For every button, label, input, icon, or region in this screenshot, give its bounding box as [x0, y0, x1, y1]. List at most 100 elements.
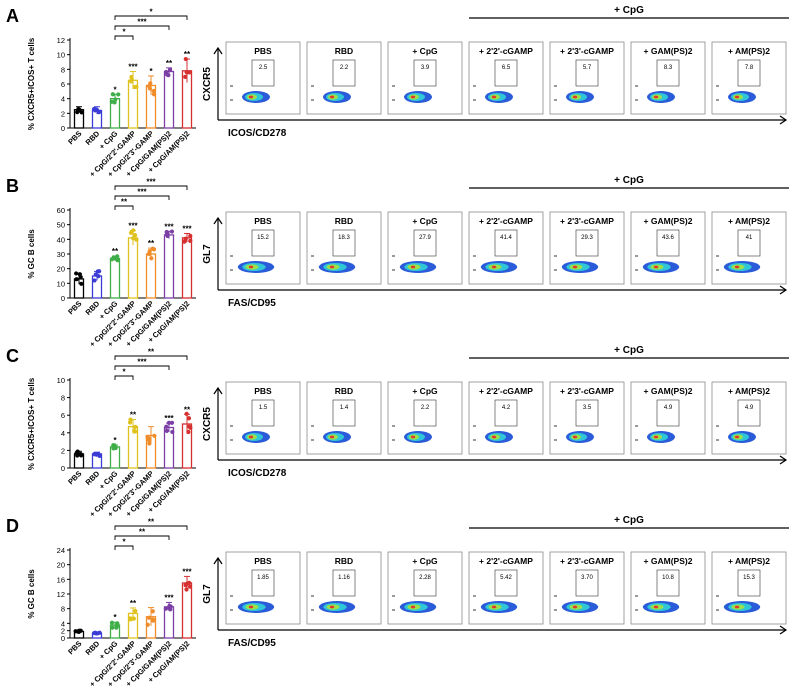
flow-plot-title: + AM(PS)2: [728, 556, 770, 566]
flow-y-arrow: [213, 556, 223, 565]
density-core: [410, 265, 416, 269]
bar-y-tick-label: 40: [57, 235, 65, 244]
bar-y-tick-label: 30: [57, 250, 65, 259]
sig-bracket: [114, 535, 170, 540]
bar-star: ***: [128, 63, 138, 72]
data-point: [133, 429, 138, 434]
bar-star: ***: [164, 593, 174, 602]
bar-5: [163, 234, 175, 299]
flow-x-arrow: [779, 115, 788, 125]
data-point: [110, 625, 115, 630]
gate-value: 2.5: [259, 65, 268, 71]
bar-2: [109, 446, 121, 469]
flow-plot-title: + AM(PS)2: [728, 46, 770, 56]
gate-value: 10.8: [662, 575, 674, 581]
data-point: [129, 616, 134, 621]
gate-box: [413, 569, 437, 597]
bar-category-label: PBS: [66, 129, 83, 146]
bar-y-tick-label: 6: [61, 411, 65, 420]
data-point: [134, 237, 139, 242]
gate-box: [332, 569, 356, 597]
flow-y-arrow: [213, 216, 223, 225]
data-point: [132, 233, 138, 238]
gate-value: 2.28: [419, 575, 431, 581]
data-point: [145, 435, 150, 440]
bar-y-tick-label: 50: [57, 221, 65, 230]
data-point: [92, 278, 97, 283]
gate-value: 5.7: [583, 65, 592, 71]
flow-plot-title: + 2'2'-cGAMP: [479, 216, 533, 226]
gate-box: [332, 229, 356, 257]
bar-star: ***: [164, 222, 174, 231]
panel-d: D% GC B cells024812162024**************P…: [6, 515, 789, 687]
bar-star: **: [112, 247, 119, 256]
flow-y-arrow: [213, 386, 223, 395]
data-point: [77, 272, 82, 277]
data-point: [169, 420, 175, 425]
flow-plot-title: RBD: [335, 216, 353, 226]
bar-star: *: [113, 85, 117, 94]
flow-plot-title: + CpG: [412, 386, 438, 396]
bar-y-tick-label: 2: [61, 109, 65, 118]
flow-plot: + 2'2'-cGAMP 4.2: [468, 381, 544, 455]
data-point: [115, 254, 120, 259]
bar-star: *: [113, 436, 117, 445]
bar-y-tick-label: 12: [57, 36, 65, 45]
flow-plot-frame: [387, 381, 463, 455]
bar-y-tick-label: 8: [61, 605, 65, 614]
gate-box: [332, 59, 356, 87]
sig-label: *: [122, 538, 126, 547]
flow-plot: + 2'3'-cGAMP 5.7: [549, 41, 625, 115]
bar-6: [181, 237, 193, 299]
bar-y-tick-label: 4: [61, 95, 65, 104]
bar-category-label: PBS: [66, 639, 83, 656]
bar-star: **: [184, 50, 191, 59]
density-core: [734, 605, 740, 609]
gate-value: 3.9: [421, 65, 430, 71]
density-core: [410, 605, 416, 609]
flow-plot: + CpG 3.9: [387, 41, 463, 115]
flow-plot-frame: [387, 211, 463, 285]
data-point: [133, 424, 138, 429]
gate-box: [575, 229, 599, 257]
data-point: [109, 620, 115, 625]
data-point: [184, 411, 189, 416]
bar-star: ***: [128, 222, 138, 231]
sig-bracket: [114, 525, 188, 530]
sig-bracket: [114, 365, 170, 370]
gate-value: 4.2: [502, 405, 511, 411]
data-point: [166, 605, 171, 611]
flow-plot-title: + 2'3'-cGAMP: [560, 556, 614, 566]
bar-3: [127, 237, 139, 299]
density-core: [248, 435, 254, 439]
sig-label: **: [121, 198, 128, 207]
flow-plot-title: PBS: [254, 556, 272, 566]
data-point: [167, 67, 173, 73]
flow-ylabel: GL7: [202, 584, 213, 604]
gate-box: [737, 399, 761, 427]
sig-bracket: [114, 15, 188, 20]
data-point: [79, 453, 84, 458]
density-core: [329, 605, 335, 609]
data-point: [187, 424, 192, 429]
gate-box: [737, 569, 761, 597]
sig-bracket: [114, 545, 134, 550]
data-point: [115, 258, 120, 263]
density-core: [491, 435, 497, 439]
data-point: [166, 73, 171, 78]
bar-y-tick-label: 0: [61, 124, 65, 133]
density-core: [734, 95, 740, 99]
flow-plot-title: + GAM(PS)2: [644, 386, 693, 396]
data-point: [146, 615, 152, 620]
flow-plot-title: RBD: [335, 556, 353, 566]
gate-box: [332, 399, 356, 427]
sig-bracket: [114, 375, 134, 380]
flow-plot: + 2'2'-cGAMP 41.4: [468, 211, 544, 285]
gate-box: [413, 59, 437, 87]
gate-value: 3.70: [581, 575, 593, 581]
gate-box: [494, 229, 518, 257]
density-core: [734, 435, 740, 439]
bar-star: *: [113, 613, 117, 622]
